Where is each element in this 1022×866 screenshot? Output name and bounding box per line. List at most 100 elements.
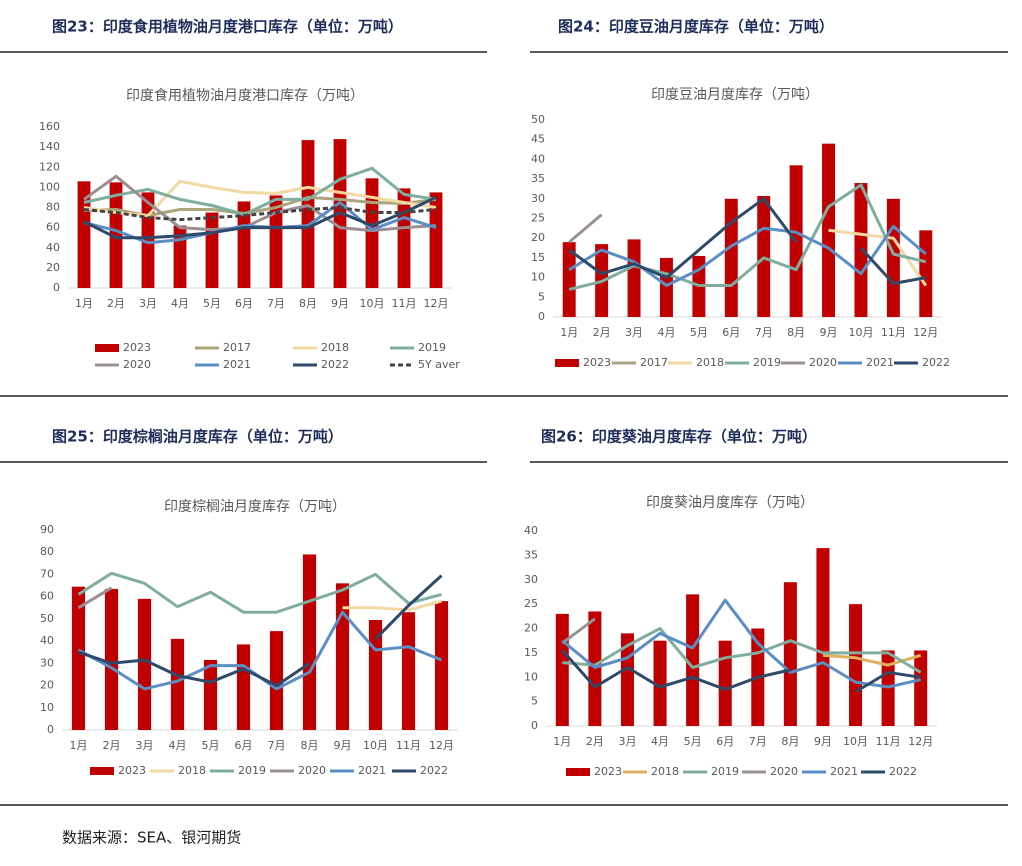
legend-label: 2017 bbox=[640, 356, 668, 369]
bar bbox=[401, 612, 416, 730]
y-tick-label: 60 bbox=[40, 590, 54, 603]
x-tick-label: 9月 bbox=[331, 297, 349, 310]
y-tick-label: 80 bbox=[40, 545, 54, 558]
bar bbox=[919, 230, 933, 317]
y-tick-label: 0 bbox=[538, 310, 545, 323]
bar bbox=[653, 640, 667, 726]
y-tick-label: 10 bbox=[524, 670, 538, 683]
x-tick-label: 1月 bbox=[553, 735, 571, 748]
y-tick-label: 5 bbox=[538, 290, 545, 303]
y-tick-label: 20 bbox=[40, 679, 54, 692]
legend-label: 2022 bbox=[889, 765, 917, 778]
legend-label: 2018 bbox=[178, 764, 206, 777]
x-tick-label: 8月 bbox=[299, 297, 317, 310]
legend-label: 2023 bbox=[123, 341, 151, 354]
x-tick-label: 4月 bbox=[651, 735, 669, 748]
y-tick-label: 20 bbox=[524, 622, 538, 635]
bar bbox=[203, 660, 218, 730]
chart-title: 印度食用植物油月度港口库存（万吨） bbox=[126, 87, 364, 104]
y-tick-label: 0 bbox=[531, 719, 538, 732]
y-tick-label: 120 bbox=[39, 160, 60, 173]
bar bbox=[236, 644, 251, 730]
bar bbox=[269, 195, 283, 288]
x-tick-label: 12月 bbox=[424, 297, 449, 310]
bar bbox=[368, 620, 383, 730]
x-tick-label: 6月 bbox=[235, 297, 253, 310]
bar bbox=[886, 198, 900, 317]
y-tick-label: 30 bbox=[40, 656, 54, 669]
bar bbox=[686, 594, 700, 726]
bar bbox=[555, 613, 569, 726]
x-tick-label: 11月 bbox=[392, 297, 417, 310]
y-tick-label: 40 bbox=[531, 152, 545, 165]
legend-label: 2019 bbox=[753, 356, 781, 369]
legend-label: 2020 bbox=[809, 356, 837, 369]
y-tick-label: 40 bbox=[524, 524, 538, 537]
y-tick-label: 15 bbox=[531, 251, 545, 264]
x-tick-label: 7月 bbox=[267, 297, 285, 310]
x-tick-label: 11月 bbox=[396, 739, 421, 752]
chart-title: 印度豆油月度库存（万吨） bbox=[651, 87, 819, 103]
x-tick-label: 2月 bbox=[103, 739, 121, 752]
bar bbox=[718, 640, 732, 726]
x-tick-label: 10月 bbox=[360, 297, 385, 310]
bar bbox=[137, 598, 152, 730]
legend-label: 2018 bbox=[696, 356, 724, 369]
bar bbox=[269, 631, 284, 730]
legend-swatch bbox=[555, 359, 579, 367]
line bbox=[342, 599, 442, 612]
bar bbox=[659, 257, 673, 317]
x-tick-label: 3月 bbox=[625, 326, 643, 339]
x-tick-label: 3月 bbox=[139, 297, 157, 310]
x-tick-label: 9月 bbox=[820, 326, 838, 339]
legend-label: 2020 bbox=[123, 358, 151, 371]
x-tick-label: 2月 bbox=[586, 735, 604, 748]
x-tick-label: 4月 bbox=[169, 739, 187, 752]
y-tick-label: 90 bbox=[40, 523, 54, 536]
line bbox=[77, 586, 113, 610]
legend-label: 2017 bbox=[223, 341, 251, 354]
x-tick-label: 8月 bbox=[787, 326, 805, 339]
legend-label: 2019 bbox=[238, 764, 266, 777]
bar bbox=[434, 601, 449, 730]
x-tick-label: 3月 bbox=[136, 739, 154, 752]
line bbox=[83, 179, 437, 218]
legend-label: 2022 bbox=[420, 764, 448, 777]
y-tick-label: 50 bbox=[531, 113, 545, 126]
figure-caption: 图25：印度棕榈油月度库存（单位：万吨） bbox=[52, 428, 343, 446]
x-tick-label: 5月 bbox=[202, 739, 220, 752]
y-tick-label: 40 bbox=[40, 634, 54, 647]
legend-label: 2020 bbox=[770, 765, 798, 778]
bar bbox=[724, 198, 738, 317]
y-tick-label: 25 bbox=[524, 597, 538, 610]
x-tick-label: 1月 bbox=[70, 739, 88, 752]
line bbox=[78, 574, 443, 688]
y-tick-label: 10 bbox=[40, 701, 54, 714]
legend-swatch bbox=[566, 768, 590, 776]
y-tick-label: 45 bbox=[531, 133, 545, 146]
legend-label: 2021 bbox=[830, 765, 858, 778]
x-tick-label: 4月 bbox=[657, 326, 675, 339]
line bbox=[568, 183, 927, 291]
y-tick-label: 10 bbox=[531, 271, 545, 284]
y-tick-label: 40 bbox=[46, 241, 60, 254]
y-tick-label: 25 bbox=[531, 212, 545, 225]
bar bbox=[71, 586, 86, 730]
legend-label: 2021 bbox=[866, 356, 894, 369]
figure-caption: 图23：印度食用植物油月度港口库存（单位：万吨） bbox=[52, 18, 403, 36]
y-tick-label: 5 bbox=[531, 695, 538, 708]
x-tick-label: 12月 bbox=[429, 739, 454, 752]
legend-label: 2019 bbox=[711, 765, 739, 778]
bar bbox=[429, 192, 443, 288]
legend-label: 2022 bbox=[321, 358, 349, 371]
bar bbox=[237, 201, 251, 288]
line bbox=[828, 228, 928, 287]
bar bbox=[365, 178, 379, 288]
y-tick-label: 100 bbox=[39, 180, 60, 193]
x-tick-label: 8月 bbox=[781, 735, 799, 748]
x-tick-label: 12月 bbox=[913, 326, 938, 339]
line bbox=[77, 571, 442, 614]
y-tick-label: 140 bbox=[39, 140, 60, 153]
bar bbox=[205, 212, 219, 288]
